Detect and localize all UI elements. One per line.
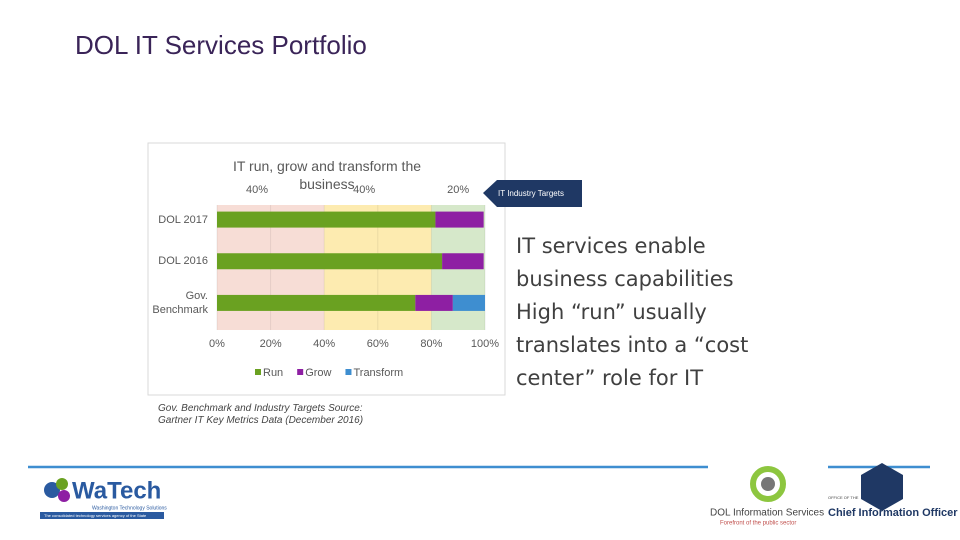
cio-logo: OFFICE OF THE Chief Information Officer [828, 463, 958, 519]
legend-swatch [297, 369, 304, 375]
x-tick-label: 80% [420, 338, 442, 350]
note: IT services enable business capabilities [516, 234, 734, 291]
legend-label: Transform [353, 367, 403, 379]
watech-logo: WaTech Washington Technology Solutions T… [40, 477, 167, 519]
note: High “run” usually translates into a “co… [516, 300, 749, 390]
watech-name: WaTech [72, 477, 161, 504]
dol-logo: DOL Information Services Forefront of th… [710, 466, 824, 527]
y-tick-label: DOL 2016 [158, 255, 208, 268]
bar-segment [452, 294, 485, 311]
bar-segment [217, 294, 416, 311]
legend-swatch [255, 369, 261, 375]
x-tick-label: 0% [209, 338, 225, 350]
slide-title: DOL IT Services Portfolio [75, 30, 367, 60]
cio-name: Chief Information Officer [828, 507, 958, 519]
target-band-label: 40% [246, 184, 268, 196]
legend-swatch [345, 369, 352, 375]
bar-segment [217, 253, 443, 270]
y-tick-label: DOL 2017 [158, 213, 208, 226]
x-tick-label: 20% [260, 338, 282, 350]
chart-title: IT run, grow and transform the business [232, 158, 422, 192]
dol-tag: Forefront of the public sector [720, 521, 796, 527]
bar-segment [442, 253, 484, 270]
legend-label: Run [263, 367, 283, 379]
chart-frame [147, 142, 506, 396]
callout-text: IT Industry Targets [498, 189, 564, 198]
notes: IT services enable business capabilities… [516, 230, 776, 395]
target-band-label: 40% [353, 184, 375, 196]
dol-name: DOL Information Services [710, 508, 824, 519]
target-band-label: 20% [447, 184, 469, 196]
legend-label: Grow [305, 367, 331, 379]
cio-small: OFFICE OF THE [828, 495, 859, 500]
x-tick-label: 100% [471, 338, 499, 350]
callout-arrow [483, 180, 582, 207]
bar-segment [435, 211, 484, 228]
y-tick-label: Gov. Benchmark [152, 289, 208, 316]
watech-sub: Washington Technology Solutions [92, 505, 167, 511]
source-note: Gov. Benchmark and Industry Targets Sour… [158, 403, 364, 426]
bar-segment [217, 211, 436, 228]
watech-tag: The consolidated technology services age… [44, 513, 147, 518]
bar-segment [415, 294, 453, 311]
x-tick-label: 60% [367, 338, 389, 350]
x-tick-label: 40% [313, 338, 335, 350]
